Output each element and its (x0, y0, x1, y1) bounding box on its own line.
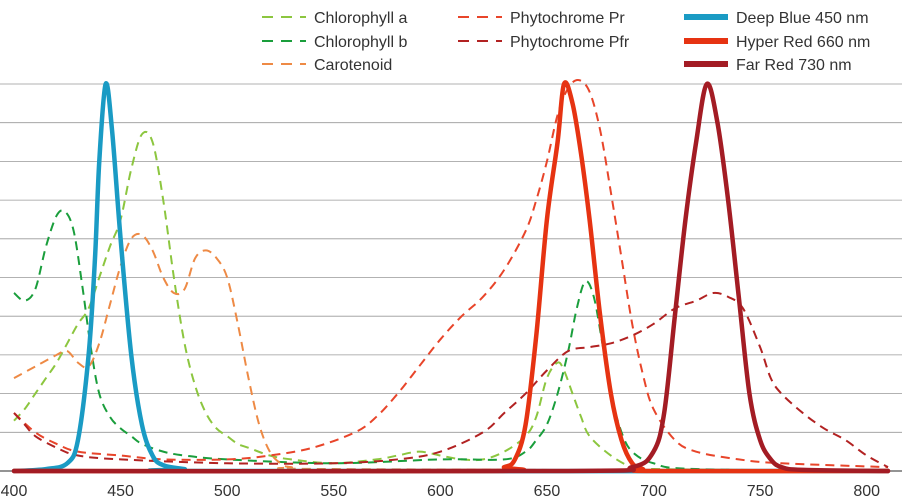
series-line-far-red-730-nm (11, 81, 891, 474)
legend-label-chlorophyll-b: Chlorophyll b (314, 34, 407, 51)
legend-label-phytochrome-pr: Phytochrome Pr (510, 10, 625, 27)
legend-label-chlorophyll-a: Chlorophyll a (314, 10, 407, 27)
series-line-carotenoid (13, 232, 889, 472)
x-tick-label: 800 (853, 483, 880, 500)
series-line-chlorophyll-a (13, 130, 889, 472)
legend-label-deep-blue-450-nm: Deep Blue 450 nm (736, 10, 869, 27)
x-tick-label: 700 (640, 483, 667, 500)
series-line-chlorophyll-b (13, 209, 889, 472)
x-tick-label: 600 (427, 483, 454, 500)
legend-label-carotenoid: Carotenoid (314, 57, 392, 74)
x-tick-label: 500 (214, 483, 241, 500)
x-tick-label: 400 (1, 483, 28, 500)
legend-label-far-red-730-nm: Far Red 730 nm (736, 57, 852, 74)
legend-label-phytochrome-pfr: Phytochrome Pfr (510, 34, 630, 51)
x-axis: 400 450 500 550 600 650 700 750 800 (1, 483, 880, 500)
series-layer (11, 79, 891, 474)
legend: Chlorophyll a Chlorophyll b Carotenoid Phyt… (262, 10, 870, 74)
series-line-phytochrome-pr (13, 79, 889, 469)
x-tick-label: 450 (107, 483, 134, 500)
x-tick-label: 650 (534, 483, 561, 500)
series-line-phytochrome-pfr (13, 291, 889, 469)
x-tick-label: 750 (747, 483, 774, 500)
series-line-hyper-red-660-nm (11, 80, 891, 474)
gridlines (0, 83, 902, 472)
x-tick-label: 550 (320, 483, 347, 500)
legend-label-hyper-red-660-nm: Hyper Red 660 nm (736, 34, 870, 51)
